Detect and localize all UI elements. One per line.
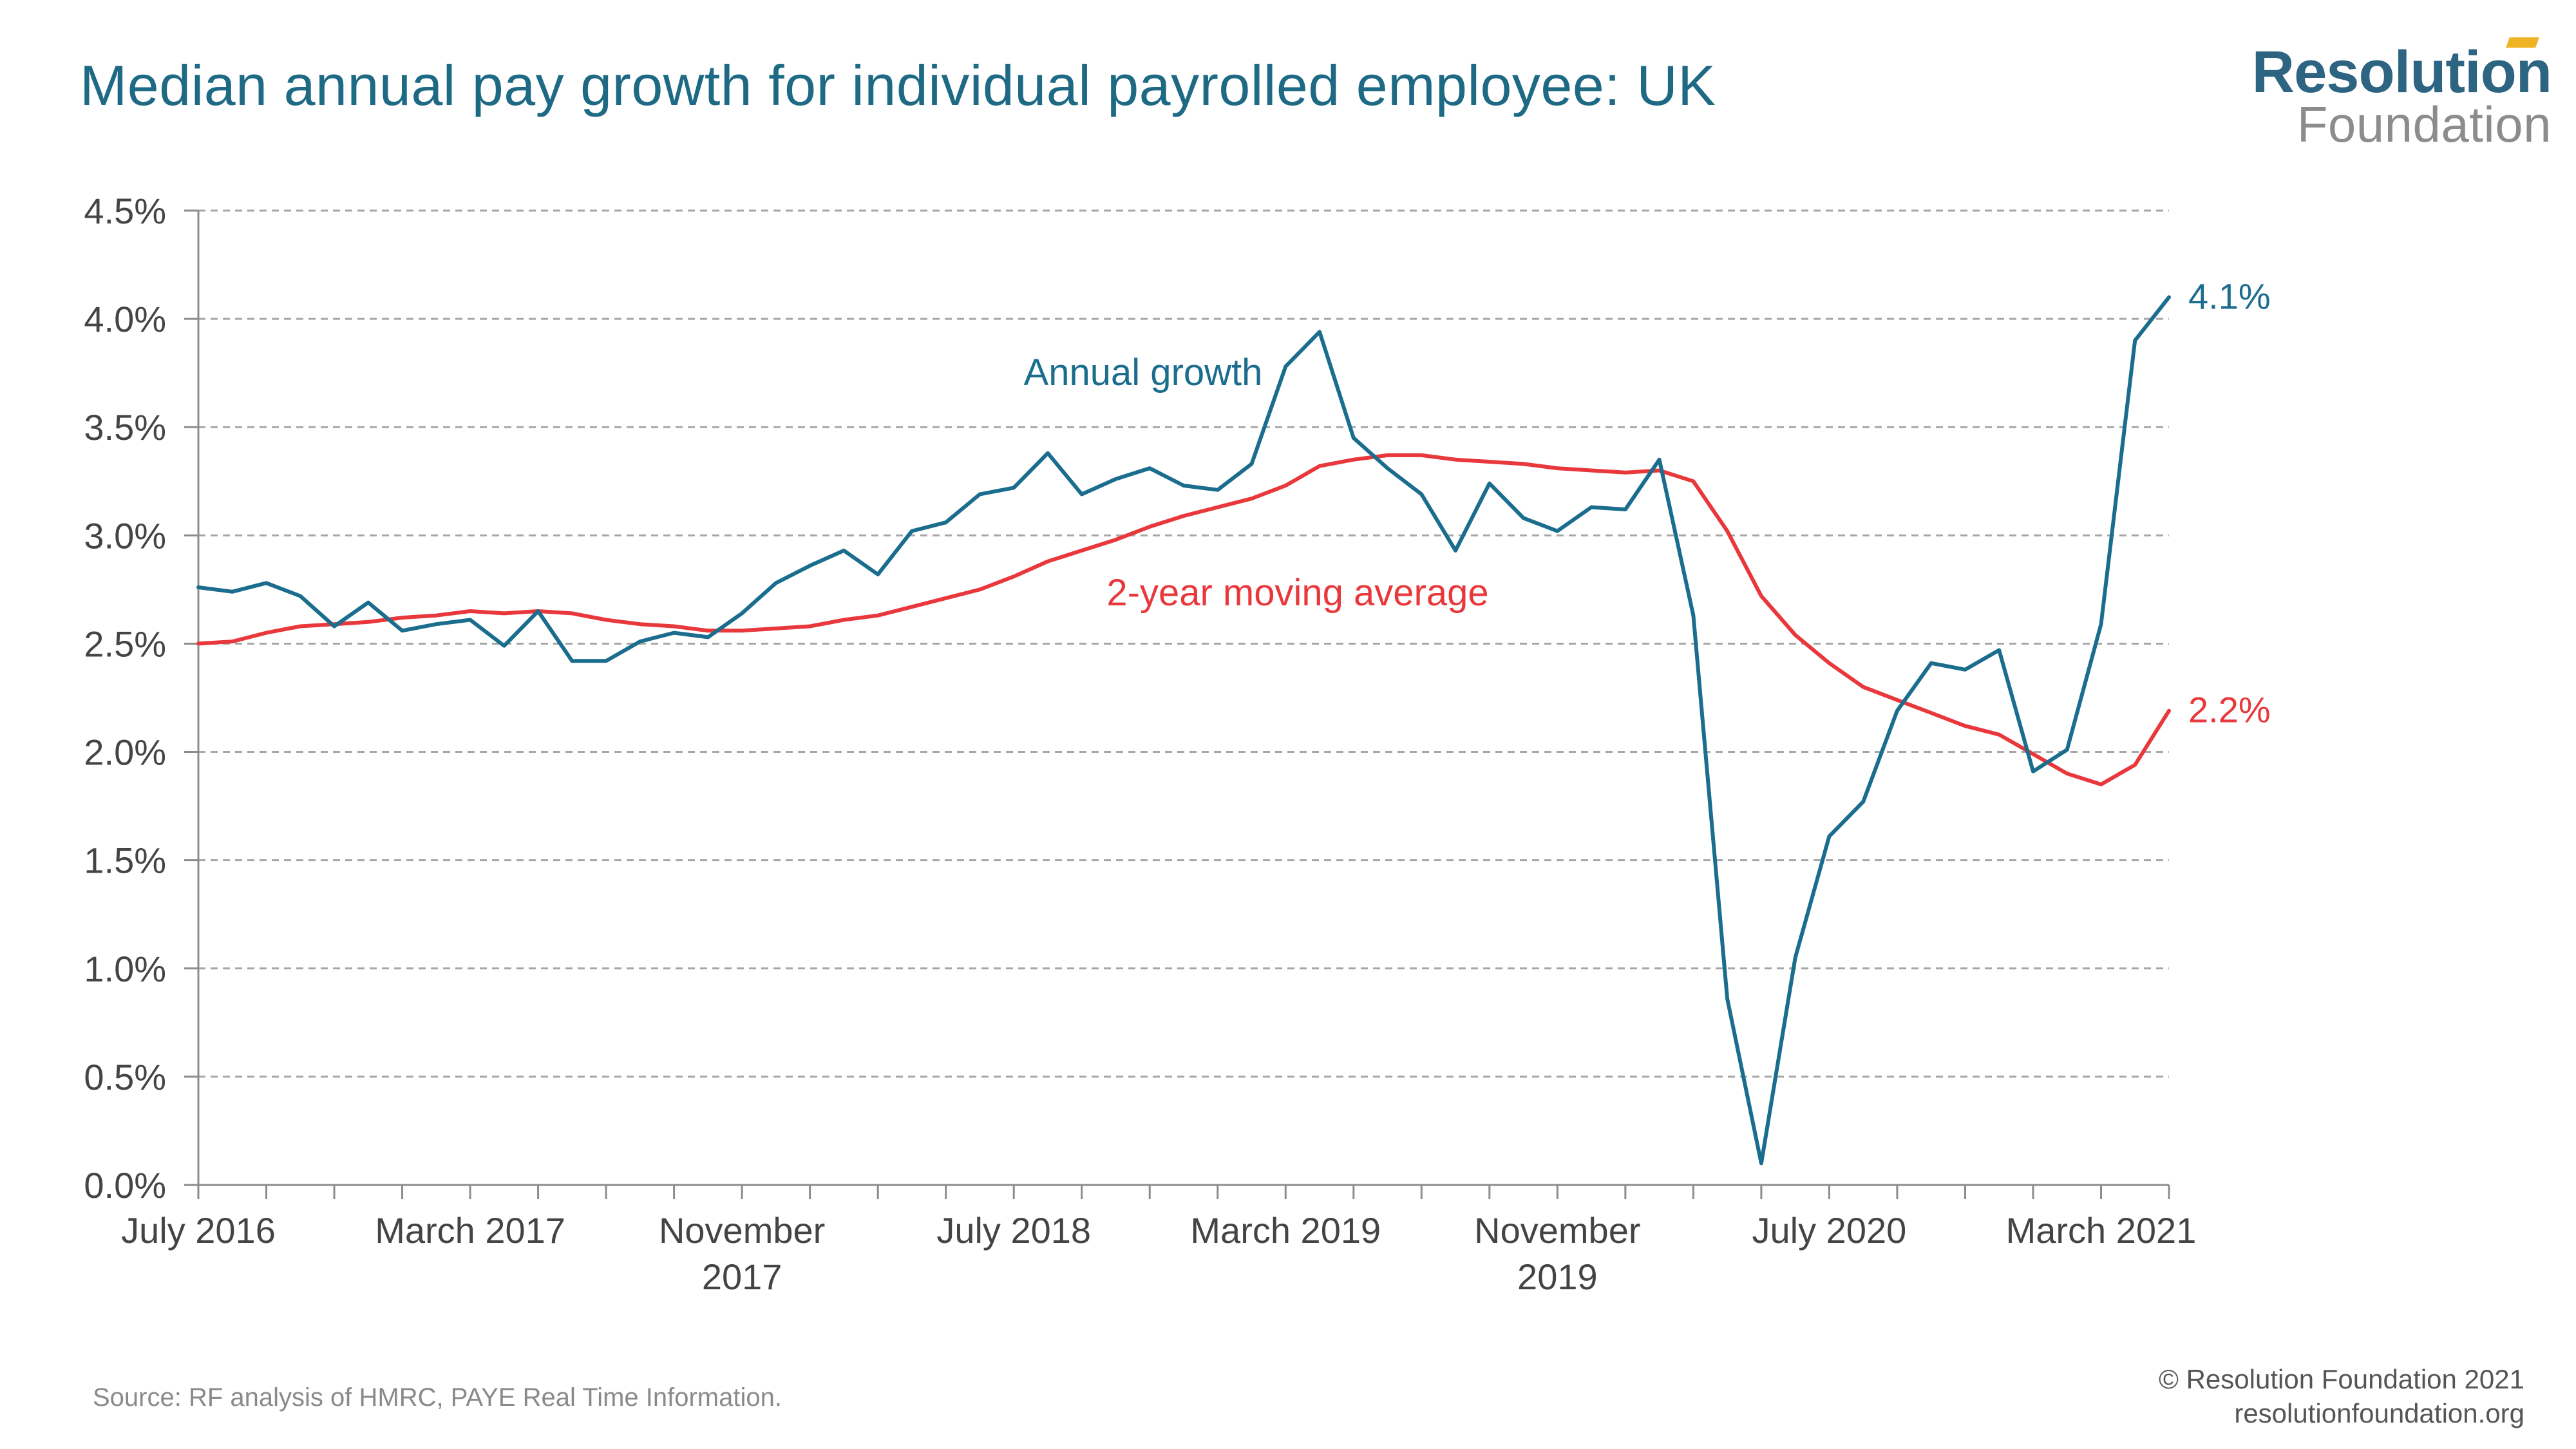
footer-credits: © Resolution Foundation 2021 resolutionf…	[2159, 1363, 2524, 1430]
y-tick-label: 2.5%	[84, 623, 166, 664]
logo-line-1: Resolution	[2251, 39, 2552, 105]
y-tick-label: 3.0%	[84, 515, 166, 556]
y-tick-label: 1.0%	[84, 949, 166, 989]
x-tick-label: July 2016	[121, 1210, 276, 1251]
x-tick-label: March 2017	[375, 1210, 565, 1251]
x-tick-label: November	[659, 1210, 825, 1251]
x-tick-label: March 2019	[1190, 1210, 1381, 1251]
y-tick-label: 0.5%	[84, 1057, 166, 1097]
grid-lines	[198, 209, 2169, 1078]
x-tick-label: 2019	[1517, 1256, 1598, 1297]
x-tick-label: March 2021	[2006, 1210, 2197, 1251]
logo-line-2: Foundation	[2297, 96, 2552, 153]
y-tick-label: 2.0%	[84, 732, 166, 773]
x-tick-label: 2017	[702, 1256, 782, 1297]
resolution-foundation-logo: Resolution Foundation	[2251, 37, 2552, 153]
annual-growth-label: Annual growth	[1024, 352, 1263, 393]
x-tick-label: July 2018	[936, 1210, 1091, 1251]
series-lines	[196, 295, 2171, 1166]
annual-growth-end-label: 4.1%	[2188, 276, 2271, 316]
chart-title: Median annual pay growth for individual …	[80, 53, 1716, 117]
website-link[interactable]: resolutionfoundation.org	[2234, 1397, 2524, 1428]
copyright-text: © Resolution Foundation 2021	[2158, 1364, 2524, 1394]
y-tick-label: 4.0%	[84, 299, 166, 339]
source-note: Source: RF analysis of HMRC, PAYE Real T…	[93, 1383, 782, 1412]
moving-average-label: 2-year moving average	[1106, 572, 1488, 614]
chart-labels: 0.0% 0.5% 1.0% 1.5% 2.0% 2.5% 3.0% 3.5% 4.0% 4.5%…	[84, 191, 2270, 1297]
moving-average-line	[196, 453, 2171, 786]
y-tick-label: 4.5%	[84, 191, 166, 231]
x-tick-label: November	[1474, 1210, 1640, 1251]
x-tick-label: July 2020	[1752, 1210, 1907, 1251]
annual-growth-line	[196, 295, 2171, 1166]
axes	[184, 209, 2170, 1199]
y-tick-label: 0.0%	[84, 1165, 166, 1206]
moving-average-end-label: 2.2%	[2188, 690, 2271, 730]
y-tick-label: 1.5%	[84, 840, 166, 881]
y-tick-label: 3.5%	[84, 407, 166, 448]
